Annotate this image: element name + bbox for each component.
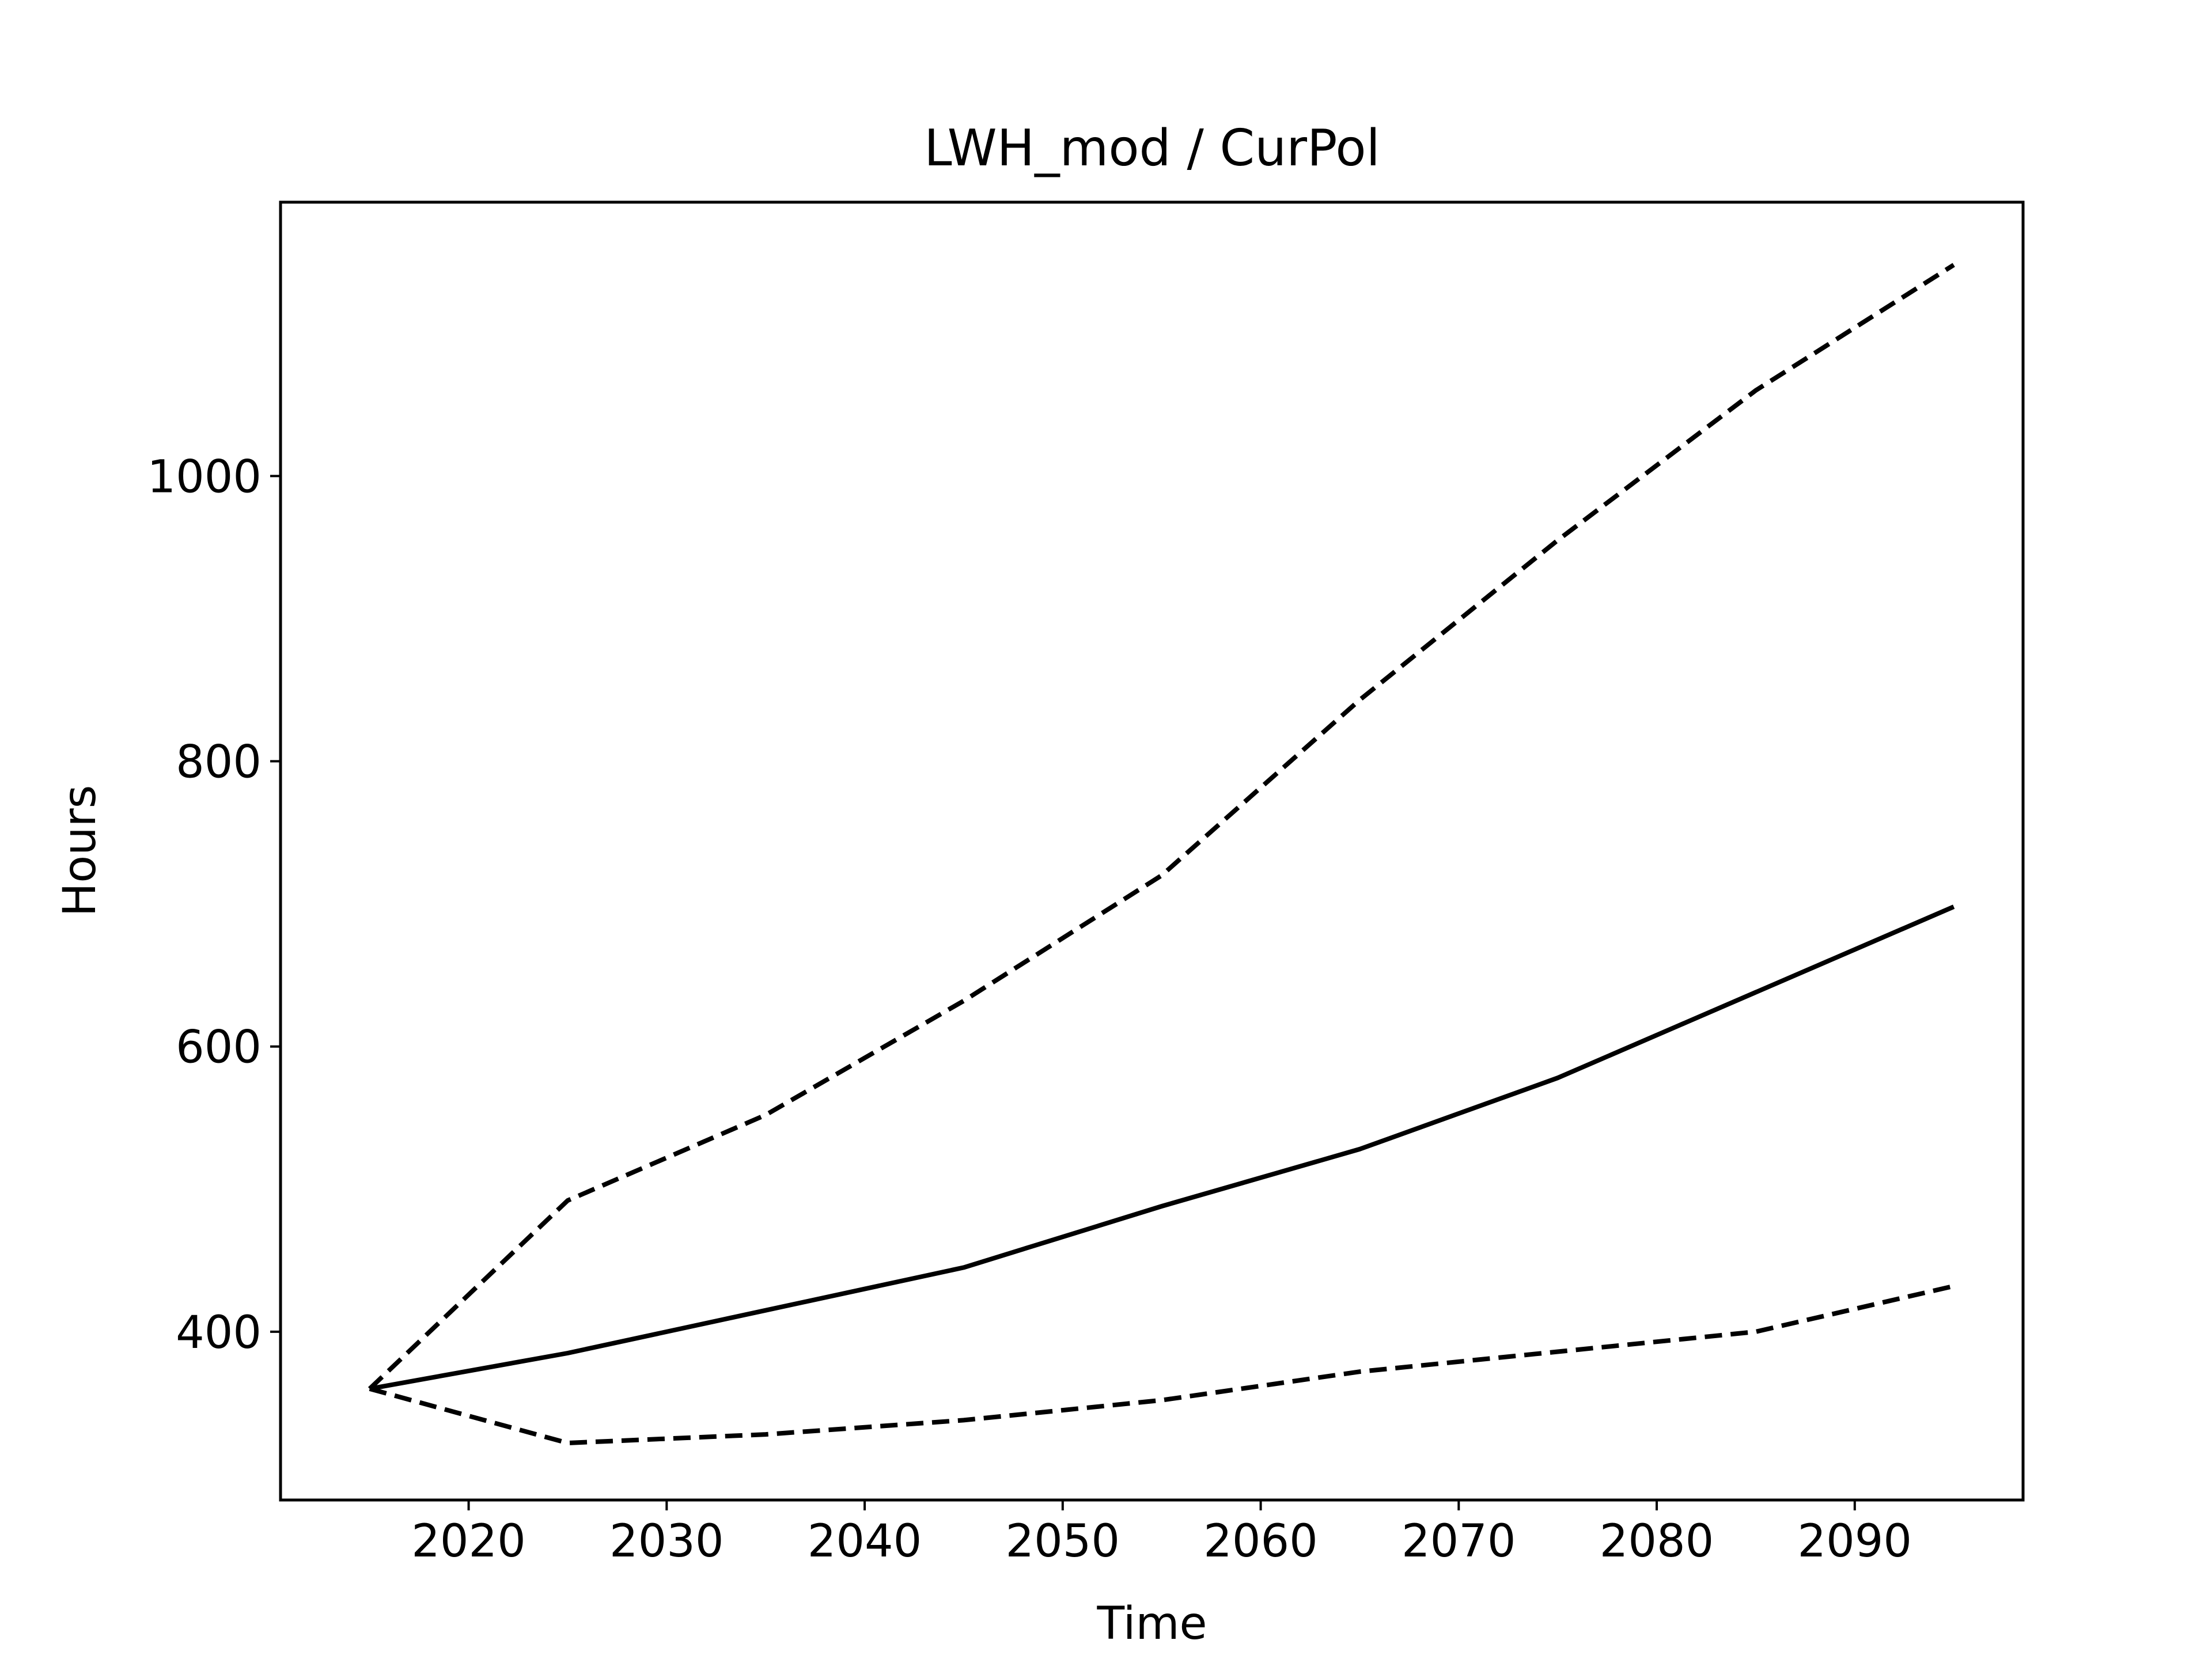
x-tick-label: 2080 <box>1600 1516 1714 1567</box>
x-tick-label: 2030 <box>609 1516 724 1567</box>
x-tick-label: 2090 <box>1798 1516 1912 1567</box>
x-axis-label: Time <box>1097 1598 1207 1650</box>
series-line-2 <box>368 263 1955 1391</box>
y-axis-label: Hours <box>54 785 106 917</box>
y-tick-label: 400 <box>176 1307 262 1359</box>
series-line-1 <box>369 904 1955 1391</box>
x-tick-label: 2020 <box>411 1516 526 1567</box>
x-tick-label: 2060 <box>1203 1516 1318 1567</box>
x-tick-label: 2050 <box>1006 1516 1120 1567</box>
plot-frame <box>279 200 2025 1502</box>
chart-title: LWH_mod / CurPol <box>924 119 1380 177</box>
tick-layer: 2020 2030 2040 2050 2060 2070 2080 2090 400 600 80… <box>147 451 1912 1567</box>
y-tick-label: 800 <box>176 737 262 789</box>
y-tick-label: 1000 <box>147 451 262 503</box>
series-line-3 <box>369 1283 1955 1445</box>
x-tick-label: 2070 <box>1402 1516 1516 1567</box>
series-layer <box>368 263 1955 1445</box>
y-tick-label: 600 <box>176 1022 262 1074</box>
x-tick-label: 2040 <box>808 1516 922 1567</box>
